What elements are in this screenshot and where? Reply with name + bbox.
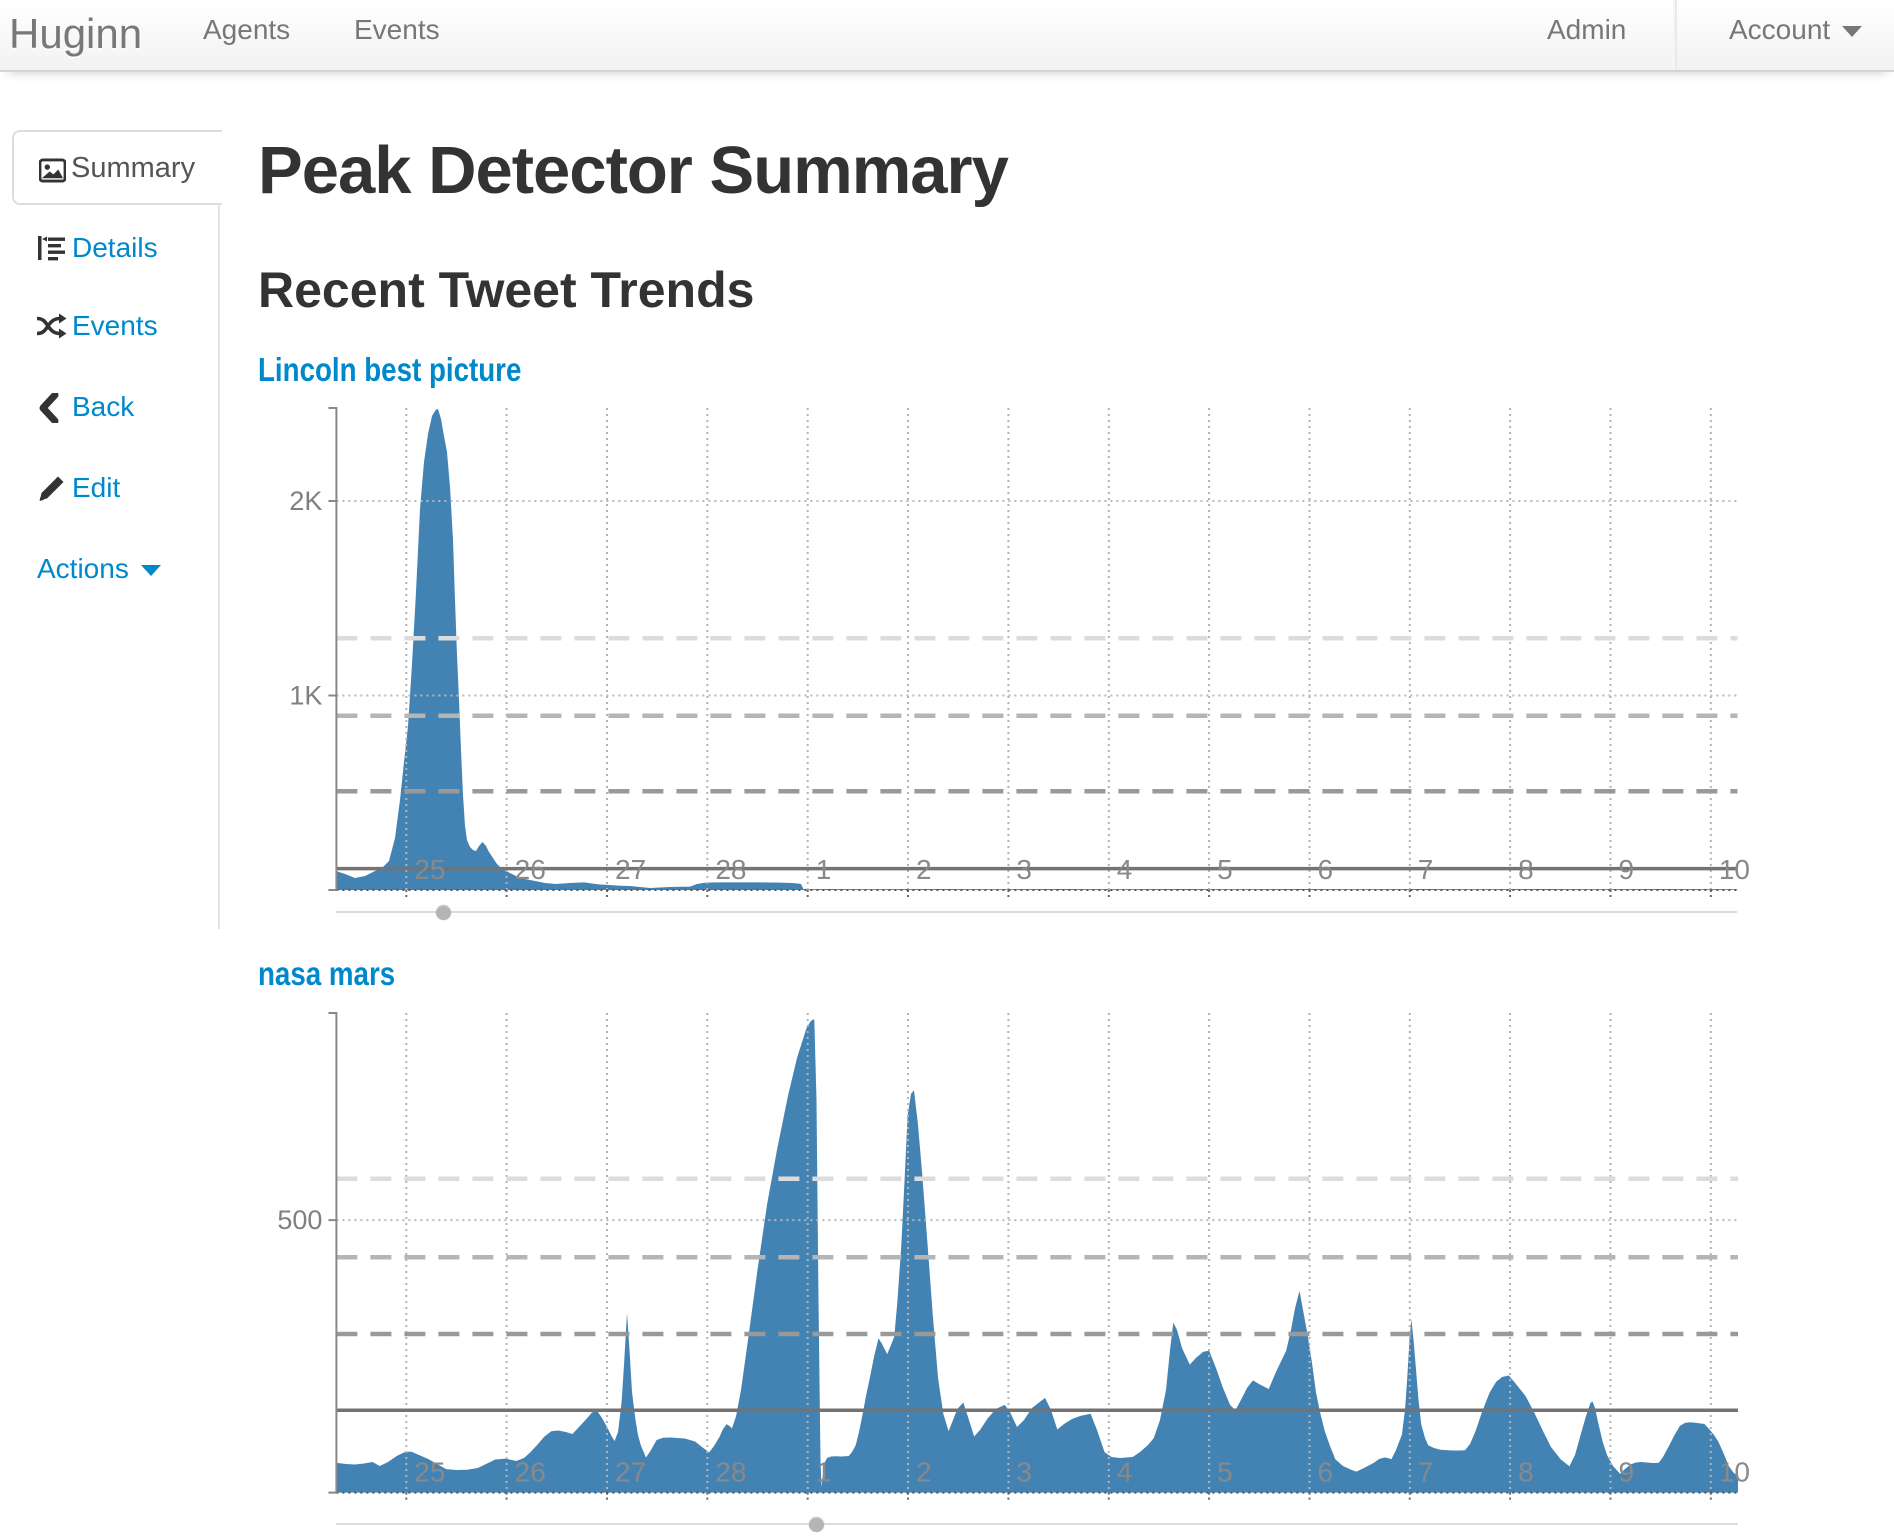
chart-title-nasa-mars: nasa mars [258, 955, 396, 992]
x-tick-label: 5 [1217, 854, 1233, 885]
x-tick-label: 3 [1016, 854, 1032, 885]
sidebar-item-actions[interactable]: Actions [37, 541, 217, 597]
nav-item-events[interactable]: Events [354, 14, 440, 45]
x-tick-label: 5 [1217, 1457, 1233, 1488]
y-axis-line [328, 1012, 338, 1494]
page-title: Peak Detector Summary [258, 133, 1009, 208]
sidebar-item-back[interactable]: Back [37, 379, 217, 435]
y-tick-label: 1K [289, 680, 322, 710]
sidebar-item-events[interactable]: Events [37, 298, 217, 354]
navbar-divider [1675, 0, 1677, 70]
pencil-icon [39, 476, 64, 501]
x-tick-label: 10 [1719, 1457, 1750, 1488]
nav-item-account[interactable]: Account [1729, 0, 1863, 70]
slider-thumb[interactable] [808, 1516, 824, 1532]
x-tick-label: 9 [1619, 854, 1635, 885]
x-tick-label: 1 [816, 854, 832, 885]
navbar: Huginn Agents Events Admin Account [0, 0, 1894, 72]
x-tick-label: 25 [414, 854, 445, 885]
x-tick-label: 26 [515, 854, 546, 885]
slider-thumb[interactable] [436, 904, 452, 920]
x-tick-label: 27 [615, 1457, 646, 1488]
x-tick-label: 26 [515, 1457, 546, 1488]
shuffle-icon [37, 313, 67, 339]
x-tick-label: 6 [1317, 1457, 1333, 1488]
slider-track [336, 1523, 1738, 1525]
x-tick-label: 1 [816, 1457, 832, 1488]
chart-title-lincoln: Lincoln best picture [258, 351, 522, 388]
caret-down-icon [1842, 26, 1863, 38]
x-tick-label: 27 [615, 854, 646, 885]
x-tick-label: 2 [916, 854, 932, 885]
sidebar-item-edit[interactable]: Edit [37, 460, 217, 516]
x-tick-label: 7 [1418, 854, 1434, 885]
x-tick-label: 28 [715, 854, 746, 885]
chart-nasa-mars: 500 25 26 27 28 1 2 3 4 5 6 7 8 9 10 [277, 1012, 1750, 1500]
x-tick-label: 4 [1117, 854, 1133, 885]
y-tick-label: 500 [277, 1205, 322, 1235]
chevron-left-icon [39, 393, 59, 423]
x-tick-label: 6 [1317, 854, 1333, 885]
x-tick-label: 8 [1518, 854, 1534, 885]
nav-item-agents[interactable]: Agents [203, 14, 291, 45]
chart-nasa-mars-range-slider[interactable] [336, 1515, 1738, 1533]
x-tick-label: 3 [1016, 1457, 1032, 1488]
indent-icon [38, 236, 65, 261]
sidebar-item-label: Details [72, 232, 158, 263]
y-axis-line [328, 407, 338, 891]
section-title: Recent Tweet Trends [258, 262, 755, 318]
sidebar-item-label: Back [72, 391, 135, 422]
sidebar-item-details[interactable]: Details [37, 220, 217, 276]
slider-track [336, 911, 1738, 913]
sidebar-tab-summary[interactable]: Summary [12, 130, 222, 205]
x-tick-label: 9 [1619, 1457, 1635, 1488]
chart-lincoln-best-picture: 1K 2K 25 26 27 28 1 2 3 4 5 6 7 8 9 10 [289, 407, 1750, 897]
account-label: Account [1729, 14, 1831, 45]
x-tick-label: 4 [1117, 1457, 1133, 1488]
caret-down-icon [141, 565, 161, 576]
area-series [336, 1019, 1738, 1493]
x-tick-label: 25 [414, 1457, 445, 1488]
area-series [336, 409, 1738, 890]
sidebar-item-label: Edit [72, 472, 121, 503]
brand-link[interactable]: Huginn [9, 10, 143, 57]
sidebar-tab-label: Summary [71, 151, 196, 184]
x-tick-label: 7 [1418, 1457, 1434, 1488]
y-tick-label: 2K [289, 486, 322, 516]
x-tick-label: 10 [1719, 854, 1750, 885]
nav-item-admin[interactable]: Admin [1547, 14, 1627, 45]
sidebar-item-label: Actions [37, 553, 129, 584]
picture-icon [39, 158, 66, 183]
chart-lincoln-range-slider[interactable] [336, 903, 1738, 921]
x-tick-label: 2 [916, 1457, 932, 1488]
x-tick-label: 8 [1518, 1457, 1534, 1488]
sidebar-item-label: Events [72, 310, 158, 341]
x-tick-label: 28 [715, 1457, 746, 1488]
sidebar-divider [218, 131, 220, 929]
